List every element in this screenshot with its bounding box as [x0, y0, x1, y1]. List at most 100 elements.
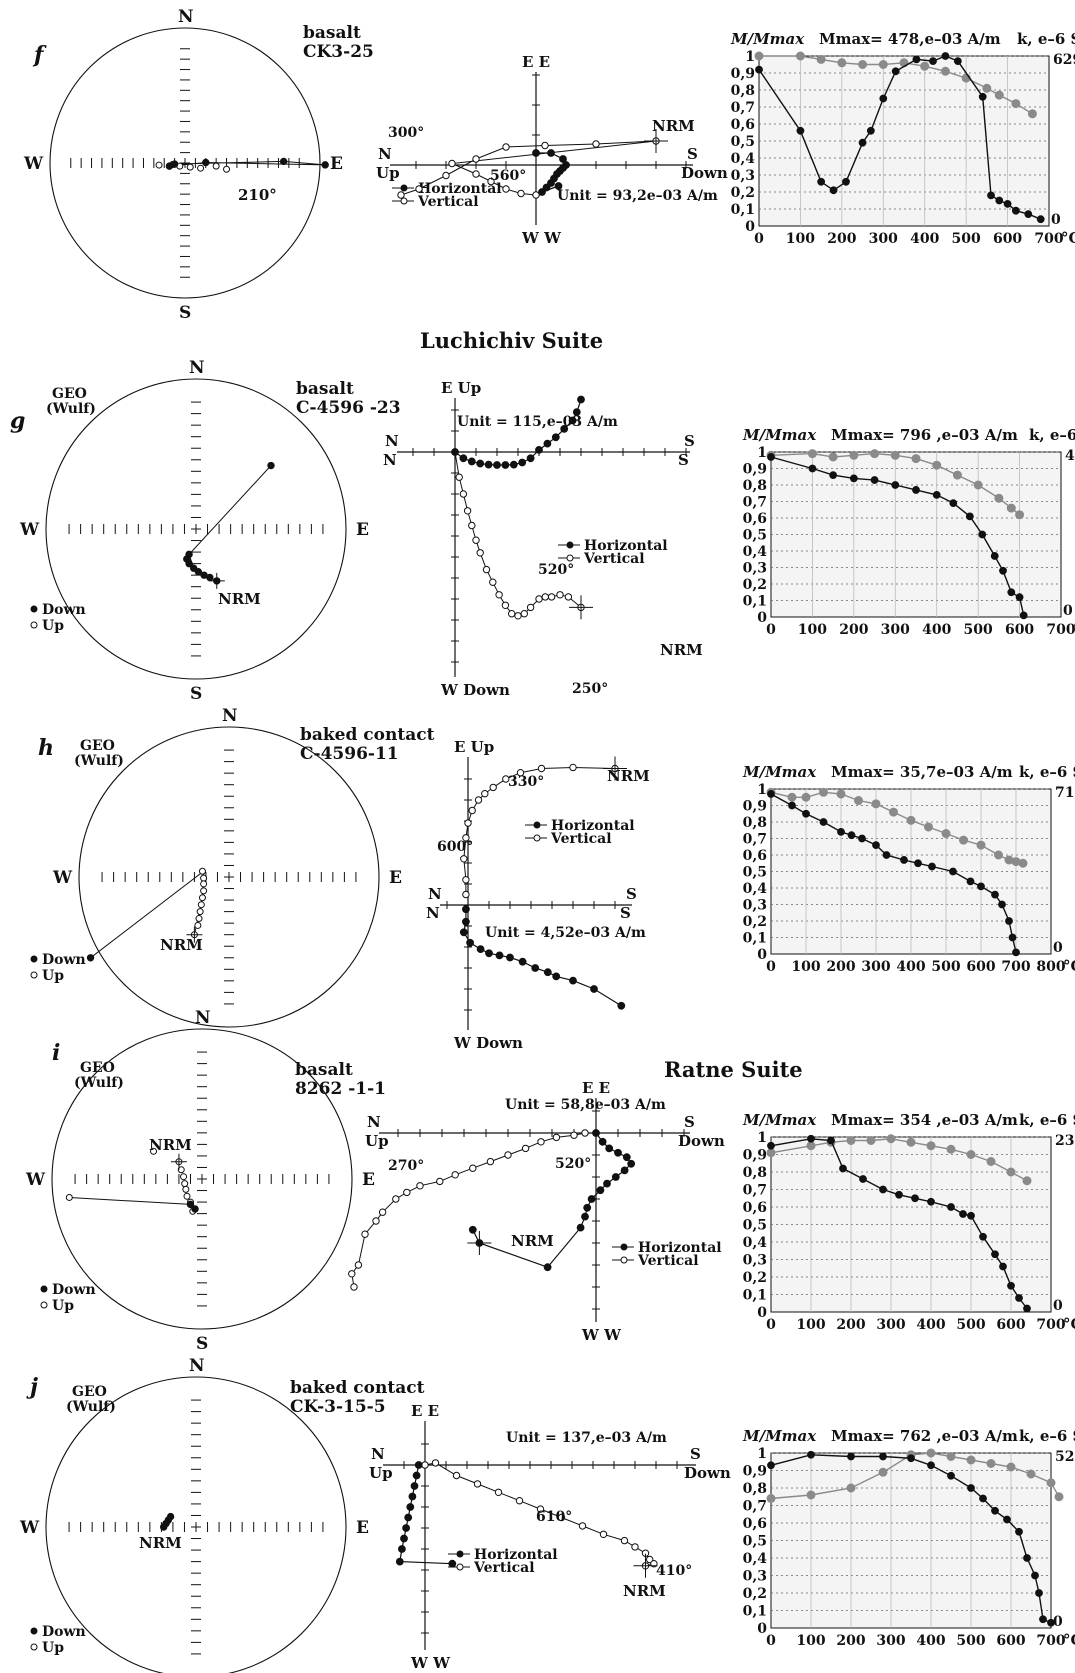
magnetization-point: [1036, 215, 1045, 224]
y-tick-label: 0,1: [743, 594, 767, 610]
rock-type: basalt: [295, 1060, 353, 1080]
k-axis-zero: 0: [1053, 1614, 1063, 1630]
axis-label-right: S: [684, 432, 695, 450]
x-tick-label: 600: [993, 231, 1022, 247]
horizontal-point: [495, 951, 504, 960]
magnetization-point: [949, 867, 957, 876]
direction-point-up: [200, 887, 208, 895]
legend-up-marker: [30, 971, 38, 979]
magnetization-point: [991, 1250, 999, 1259]
susceptibility-point: [920, 61, 930, 71]
magnetization-point: [847, 831, 856, 840]
k-axis-zero: 0: [1053, 940, 1063, 956]
magnetization-point: [907, 1454, 915, 1463]
magnetization-point: [802, 809, 810, 818]
magnetization-point: [947, 1471, 955, 1480]
label-north: N: [189, 1356, 205, 1376]
horizontal-point: [459, 454, 468, 463]
susceptibility-label: k, e–6 SI: [1019, 1427, 1075, 1445]
x-axis-unit: °C: [1063, 957, 1075, 975]
axis-label-left: N: [385, 432, 399, 450]
axis-label-top: E E: [411, 1402, 439, 1420]
magnetization-point: [1005, 917, 1013, 925]
frame-label: GEO: [80, 738, 115, 754]
susceptibility-point: [816, 54, 826, 64]
axis-label-left-sub: Up: [365, 1132, 389, 1150]
x-tick-label: 200: [826, 959, 855, 975]
direction-point-up: [198, 894, 206, 902]
axis-label-top: E E: [582, 1079, 610, 1097]
susceptibility-point: [889, 807, 898, 817]
direction-point-up: [200, 880, 208, 888]
susceptibility-point: [986, 1157, 996, 1166]
y-tick-label: 0,9: [731, 66, 755, 82]
direction-point-down: [202, 158, 210, 167]
legend-up: Up: [42, 1640, 64, 1656]
label-north: N: [178, 7, 194, 27]
horizontal-point: [568, 416, 577, 425]
horizontal-point: [576, 1223, 585, 1232]
horizontal-point: [476, 459, 485, 468]
nrm-label: NRM: [511, 1232, 554, 1250]
magnetization-point: [870, 476, 879, 484]
y-tick-label: 0,5: [743, 1218, 767, 1234]
susceptibility-point: [924, 822, 933, 832]
susceptibility-point: [946, 1144, 956, 1154]
y-tick-label: 0,8: [743, 478, 767, 494]
direction-point-down: [166, 1512, 175, 1521]
magnetization-point: [949, 499, 958, 508]
x-tick-label: 700: [1046, 622, 1075, 638]
zijderveld-h: E Up W Down NN SS Unit = 4,52e–03 A/m Horizon…: [426, 738, 650, 1052]
susceptibility-point: [854, 796, 863, 806]
legend-down-marker: [30, 1627, 38, 1635]
horizontal-point: [398, 1545, 406, 1553]
direction-point-up: [194, 921, 202, 929]
vertical-point: [489, 578, 497, 586]
frame-label: GEO: [52, 386, 87, 402]
mmax-label: Mmax= 478,e–03 A/m: [819, 30, 1001, 48]
magnetization-point: [1007, 588, 1016, 597]
magnetization-point: [941, 52, 950, 60]
magnetization-point: [858, 138, 867, 147]
y-tick-label: 0,6: [743, 1516, 767, 1532]
vertical-point: [517, 189, 525, 198]
magnetization-point: [995, 196, 1004, 205]
vertical-point: [473, 1480, 482, 1488]
vertical-point: [502, 143, 510, 151]
label-east: E: [362, 1170, 375, 1190]
k-axis-zero: 0: [1063, 603, 1073, 619]
direction-point-up: [65, 1193, 73, 1201]
vertical-point: [481, 790, 489, 798]
vertical-point: [620, 1536, 629, 1545]
susceptibility-point: [806, 1141, 816, 1151]
magnetization-point: [979, 1232, 987, 1241]
axis-label-left: N: [378, 145, 392, 163]
axis-label-bottom: W Down: [453, 1034, 523, 1052]
vertical-point: [526, 603, 535, 612]
susceptibility-point: [1022, 1176, 1032, 1186]
panel-letter: f: [32, 42, 47, 68]
y-axis-label: M/Mmax: [742, 1111, 817, 1129]
direction-point-up: [150, 1147, 158, 1155]
susceptibility-label: k, e–6 SI: [1017, 30, 1075, 48]
y-tick-label: 0,4: [743, 1551, 768, 1567]
susceptibility-point: [952, 470, 962, 480]
x-axis-unit: °C: [1063, 1315, 1075, 1333]
susceptibility-point: [766, 1148, 776, 1158]
y-tick-label: 0,6: [743, 511, 767, 527]
x-axis-unit: °C: [1061, 229, 1075, 247]
rock-type: baked contact: [290, 1378, 425, 1398]
panel-letter: g: [10, 408, 25, 434]
axis-label-right: S: [626, 885, 637, 903]
direction-point-up: [212, 162, 220, 170]
vertical-point: [557, 1513, 566, 1522]
horizontal-point: [410, 1482, 419, 1490]
x-tick-label: 700: [1034, 231, 1063, 247]
horizontal-point: [598, 1137, 607, 1146]
magnetization-point: [1024, 210, 1033, 219]
legend-marker: [456, 1563, 464, 1571]
y-tick-label: 0,2: [743, 577, 767, 593]
y-axis-label: M/Mmax: [742, 763, 817, 781]
axis-label-left-sub: N: [426, 904, 440, 922]
vertical-point: [521, 1144, 530, 1153]
